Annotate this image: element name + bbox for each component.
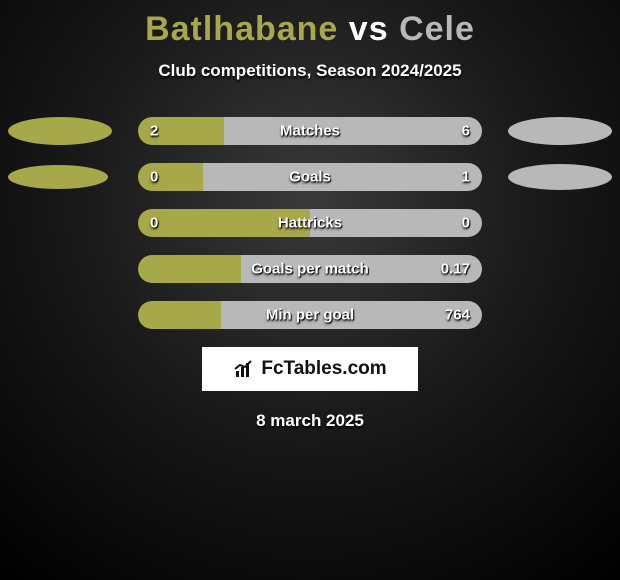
bar-right (203, 163, 482, 191)
stat-row: 764 Min per goal (0, 301, 620, 329)
stat-label: Min per goal (266, 307, 354, 324)
bar-track: 0 1 Goals (138, 163, 482, 191)
bar-left (138, 301, 221, 329)
date: 8 march 2025 (0, 411, 620, 431)
stat-row: 0.17 Goals per match (0, 255, 620, 283)
title: Batlhabane vs Cele (0, 0, 620, 49)
ellipse-left (8, 117, 112, 145)
stat-rows: 2 6 Matches 0 1 Goals 0 0 Hattricks 0.17 Goals per… (0, 117, 620, 329)
ellipse-right (508, 164, 612, 190)
stat-label: Matches (280, 123, 340, 140)
stat-value-right: 0.17 (441, 261, 470, 278)
chart-icon (233, 359, 257, 379)
title-vs: vs (349, 10, 389, 48)
stat-value-left: 0 (150, 169, 158, 186)
stat-value-left: 0 (150, 215, 158, 232)
bar-track: 764 Min per goal (138, 301, 482, 329)
chart-root: Batlhabane vs Cele Club competitions, Se… (0, 0, 620, 580)
stat-row: 0 0 Hattricks (0, 209, 620, 237)
watermark: FcTables.com (202, 347, 418, 391)
ellipse-left (8, 165, 108, 189)
bar-left (138, 255, 241, 283)
stat-value-right: 764 (445, 307, 470, 324)
stat-label: Goals per match (251, 261, 369, 278)
watermark-text: FcTables.com (261, 358, 386, 380)
bar-track: 0.17 Goals per match (138, 255, 482, 283)
bar-left (138, 163, 203, 191)
stat-value-right: 1 (462, 169, 470, 186)
stat-value-left: 2 (150, 123, 158, 140)
bar-right (224, 117, 482, 145)
stat-row: 2 6 Matches (0, 117, 620, 145)
bar-track: 0 0 Hattricks (138, 209, 482, 237)
stat-row: 0 1 Goals (0, 163, 620, 191)
stat-value-right: 0 (462, 215, 470, 232)
bar-track: 2 6 Matches (138, 117, 482, 145)
subtitle: Club competitions, Season 2024/2025 (0, 61, 620, 81)
ellipse-right (508, 117, 612, 145)
stat-label: Goals (289, 169, 331, 186)
title-player1: Batlhabane (145, 10, 338, 48)
stat-label: Hattricks (278, 215, 342, 232)
stat-value-right: 6 (462, 123, 470, 140)
title-player2: Cele (399, 10, 475, 48)
